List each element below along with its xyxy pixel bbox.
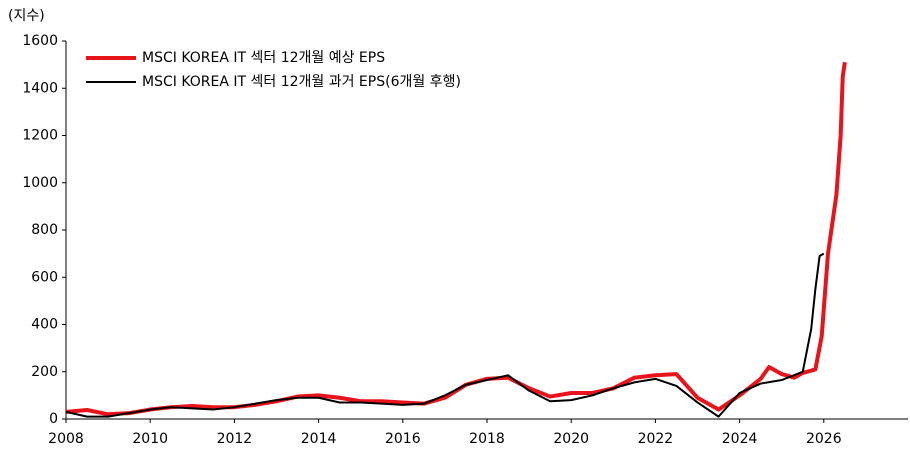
y-tick-label: 1400 [22, 80, 58, 96]
x-tick-label: 2024 [722, 431, 758, 447]
y-tick-label: 800 [31, 222, 58, 238]
legend-label: MSCI KOREA IT 섹터 12개월 예상 EPS [142, 50, 385, 66]
y-axis-label: (지수) [8, 8, 45, 24]
x-tick-label: 2016 [385, 431, 421, 447]
y-tick-label: 1200 [22, 128, 58, 144]
line-series [65, 252, 825, 418]
y-tick-label: 1600 [22, 33, 58, 49]
y-tick-label: 200 [31, 364, 58, 380]
x-tick-label: 2010 [132, 431, 168, 447]
x-tick-label: 2014 [301, 431, 337, 447]
x-tick-label: 2020 [553, 431, 589, 447]
y-tick-label: 600 [31, 269, 58, 285]
y-tick-label: 1000 [22, 175, 58, 191]
legend-label: MSCI KOREA IT 섹터 12개월 과거 EPS(6개월 후행) [142, 74, 461, 90]
line-series [65, 61, 847, 417]
x-tick-label: 2012 [217, 431, 253, 447]
y-tick-label: 400 [31, 317, 58, 333]
y-tick-label: 0 [49, 411, 58, 427]
x-tick-label: 2022 [638, 431, 674, 447]
x-tick-label: 2026 [806, 431, 842, 447]
x-tick-label: 2018 [469, 431, 505, 447]
x-tick-label: 2008 [48, 431, 84, 447]
